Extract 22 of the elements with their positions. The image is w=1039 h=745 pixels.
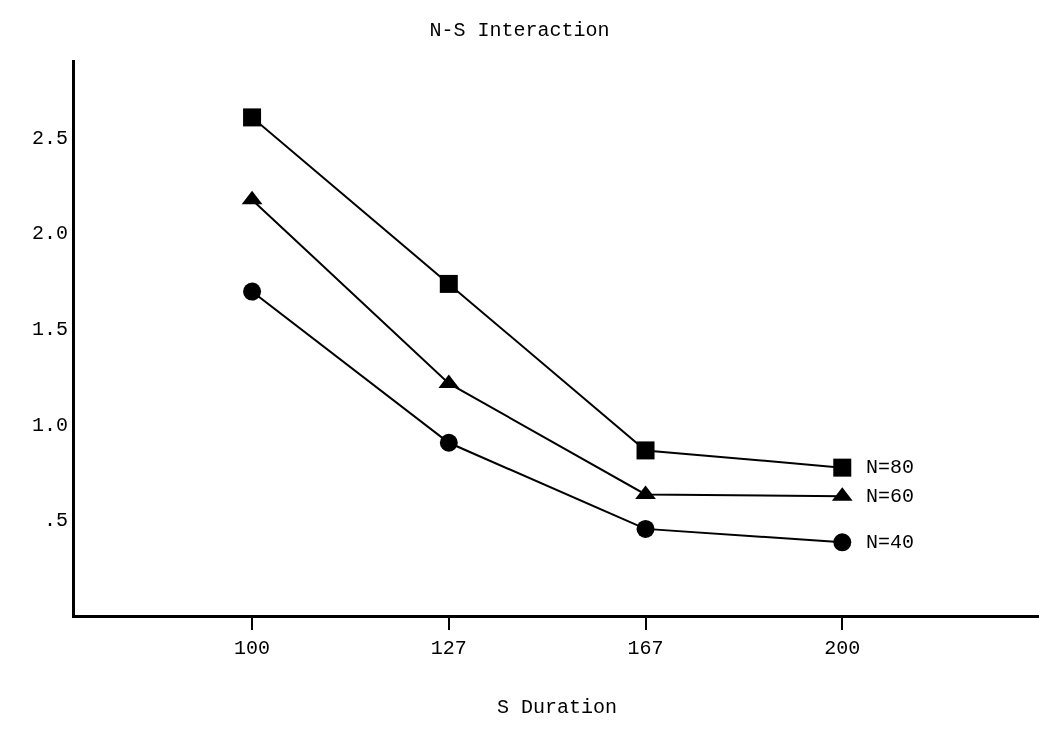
chart-title: N-S Interaction (429, 19, 610, 43)
y-tick-label: 2.0 (31, 222, 68, 246)
series-label: N=60 (866, 485, 915, 508)
series-label: N=40 (866, 531, 915, 554)
point (243, 108, 262, 127)
series-label: N=80 (866, 456, 915, 479)
y-tick-label: 1.0 (31, 413, 68, 437)
point (243, 282, 262, 301)
x-tick-label: 200 (824, 637, 861, 660)
x-tick-label: 167 (627, 637, 664, 660)
point (833, 458, 852, 477)
x-axis-title: S Duration (496, 695, 618, 719)
y-tick-label: .5 (43, 509, 68, 533)
y-tick-label: 1.5 (31, 317, 68, 341)
y-tick-label: 2.5 (31, 126, 68, 150)
point (636, 441, 655, 460)
point (833, 533, 852, 552)
x-tick-label: 100 (234, 637, 271, 660)
point (439, 274, 458, 293)
point (636, 519, 655, 538)
point (439, 433, 458, 452)
x-tick-label: 127 (430, 637, 467, 660)
